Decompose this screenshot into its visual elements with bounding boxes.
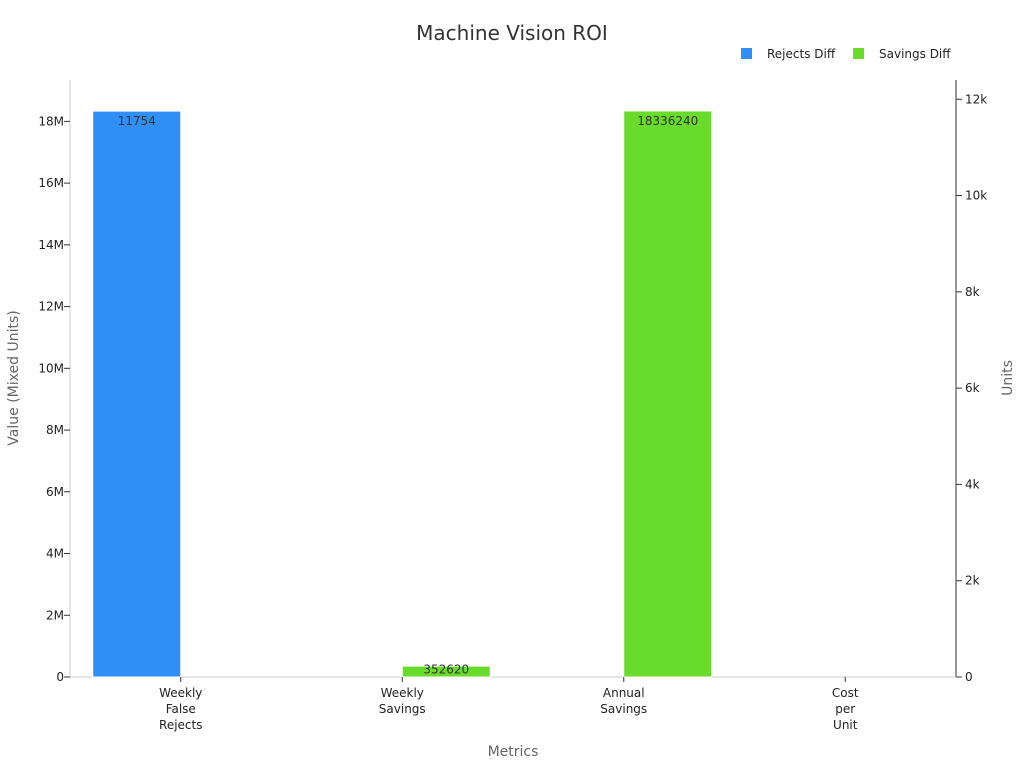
chart-title: Machine Vision ROI (416, 21, 608, 45)
legend-swatch (741, 48, 752, 59)
y-tick-label: 6M (46, 485, 64, 499)
y-tick-label: 18M (38, 114, 64, 128)
x-tick-label: Cost per Unit (832, 686, 859, 732)
x-tick-label: Weekly False Rejects (159, 686, 202, 732)
y2-tick-label: 2k (965, 574, 980, 588)
y-tick-label: 2M (46, 608, 64, 622)
x-tick-label: Weekly Savings (379, 686, 426, 716)
bar-rejects-diff (92, 110, 182, 678)
y2-tick-label: 8k (965, 285, 980, 299)
y2-tick-label: 6k (965, 381, 980, 395)
y-tick-label: 4M (46, 547, 64, 561)
bars: 11754 352620 18336240 (92, 110, 713, 678)
x-axis-title: Metrics (488, 744, 539, 760)
y2-tick-label: 10k (965, 189, 987, 203)
y-axis-title: Value (Mixed Units) (6, 310, 22, 445)
x-tick-label: Annual Savings (600, 686, 647, 716)
y-tick-label: 12M (38, 300, 64, 314)
y-tick-label: 8M (46, 423, 64, 437)
y-tick-label: 0 (56, 670, 64, 684)
bar-value-label: 11754 (118, 114, 156, 128)
bar-value-label: 18336240 (637, 114, 698, 128)
y-tick-label: 16M (38, 176, 64, 190)
y-ticks-left: 0 2M 4M 6M 8M 10M 12M 14M 16M 18M (38, 114, 70, 684)
legend: Rejects Diff Savings Diff (741, 47, 951, 61)
bar-value-label: 352620 (423, 663, 469, 677)
y2-tick-label: 0 (965, 670, 973, 684)
category-labels: Weekly False Rejects Weekly Savings Annual Sav… (159, 677, 859, 732)
bar-savings-diff (623, 110, 713, 678)
y2-tick-label: 4k (965, 477, 980, 491)
y-tick-label: 14M (38, 238, 64, 252)
y2-axis-title: Units (1000, 360, 1016, 396)
legend-label: Savings Diff (879, 47, 951, 61)
y2-tick-label: 12k (965, 92, 987, 106)
y-ticks-right: 0 2k 4k 6k 8k 10k 12k (956, 92, 987, 684)
legend-swatch (853, 48, 864, 59)
y-tick-label: 10M (38, 361, 64, 375)
legend-label: Rejects Diff (767, 47, 836, 61)
bar-savings-diff (401, 665, 491, 678)
